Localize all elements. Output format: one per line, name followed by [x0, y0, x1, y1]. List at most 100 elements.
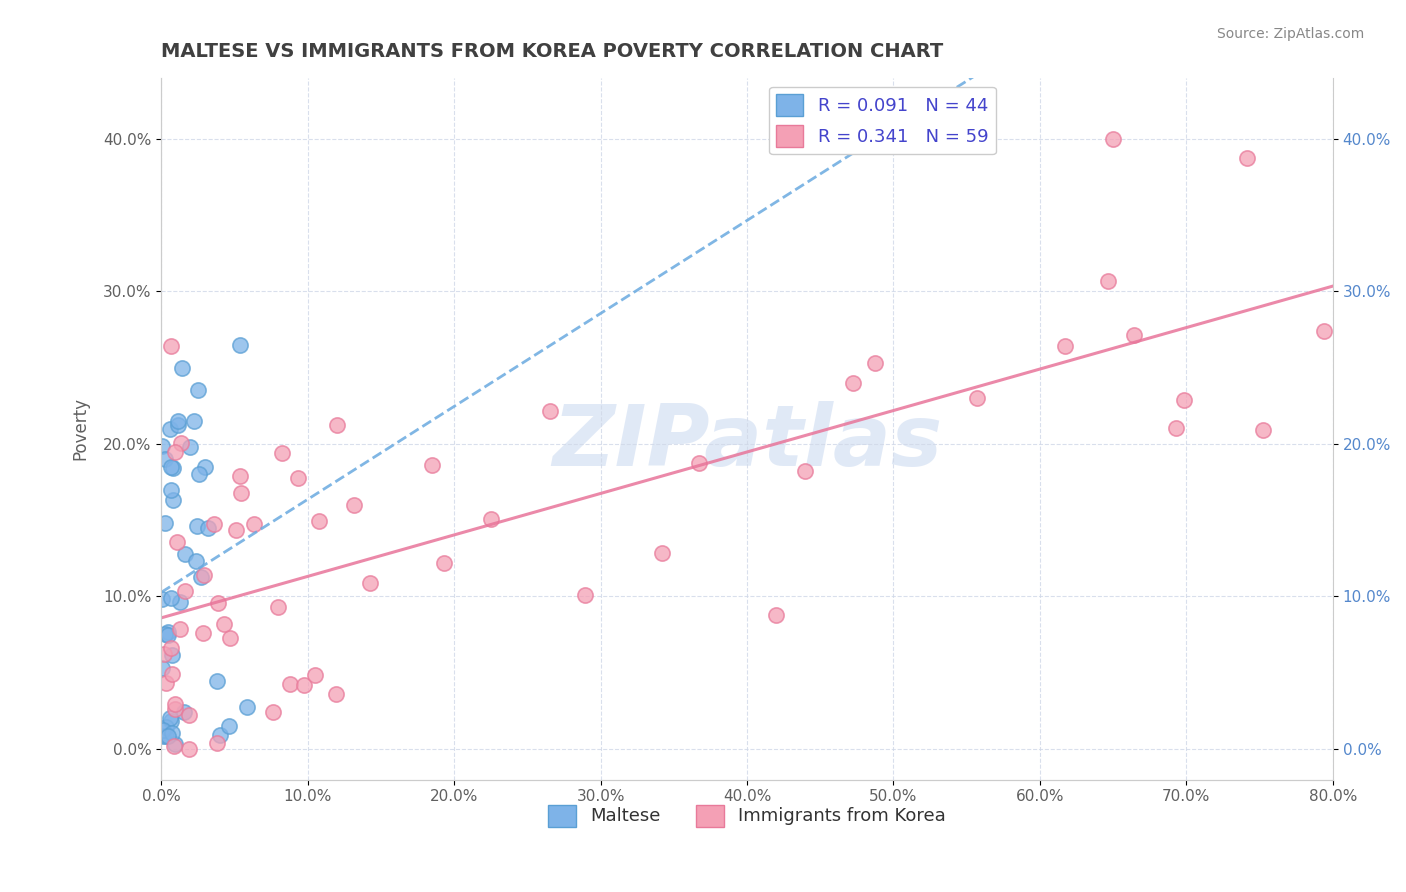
Immigrants from Korea [280, 677, 302, 691]
Maltese [209, 728, 232, 742]
Immigrants from Korea [166, 535, 188, 549]
Immigrants from Korea [1097, 274, 1119, 288]
Immigrants from Korea [177, 742, 200, 756]
Maltese [173, 705, 195, 719]
Maltese [160, 459, 183, 474]
Immigrants from Korea [308, 514, 330, 528]
Maltese [160, 726, 183, 740]
Maltese [155, 720, 177, 734]
Maltese [157, 729, 180, 743]
Immigrants from Korea [163, 739, 186, 754]
Immigrants from Korea [304, 668, 326, 682]
Immigrants from Korea [1102, 131, 1125, 145]
Immigrants from Korea [173, 584, 195, 599]
Immigrants from Korea [1251, 423, 1274, 437]
Immigrants from Korea [1164, 421, 1187, 435]
Maltese [170, 360, 193, 375]
Immigrants from Korea [479, 511, 502, 525]
Immigrants from Korea [574, 588, 596, 602]
Maltese [188, 467, 211, 482]
Maltese [150, 439, 173, 453]
Immigrants from Korea [169, 622, 191, 636]
Text: ZIPatlas: ZIPatlas [553, 401, 942, 484]
Maltese [160, 648, 183, 662]
Maltese [179, 440, 201, 454]
Maltese [159, 591, 181, 605]
Maltese [157, 628, 180, 642]
Maltese [197, 521, 219, 535]
Maltese [186, 519, 208, 533]
Immigrants from Korea [287, 471, 309, 485]
Maltese [166, 414, 188, 428]
Maltese [160, 483, 183, 497]
Immigrants from Korea [169, 436, 191, 450]
Immigrants from Korea [433, 556, 456, 570]
Immigrants from Korea [191, 625, 214, 640]
Immigrants from Korea [262, 705, 284, 719]
Maltese [163, 737, 186, 751]
Immigrants from Korea [267, 599, 290, 614]
Maltese [186, 554, 208, 568]
Immigrants from Korea [153, 647, 176, 661]
Maltese [162, 493, 184, 508]
Immigrants from Korea [229, 469, 252, 483]
Immigrants from Korea [794, 464, 817, 478]
Immigrants from Korea [271, 446, 294, 460]
Immigrants from Korea [207, 596, 229, 610]
Immigrants from Korea [765, 607, 787, 622]
Immigrants from Korea [1123, 328, 1146, 343]
Maltese [174, 547, 197, 561]
Maltese [194, 459, 217, 474]
Immigrants from Korea [326, 418, 349, 433]
Maltese [159, 711, 181, 725]
Immigrants from Korea [160, 640, 183, 655]
Immigrants from Korea [231, 485, 253, 500]
Maltese [157, 624, 180, 639]
Maltese [160, 714, 183, 729]
Maltese [169, 595, 191, 609]
Immigrants from Korea [163, 702, 186, 716]
Immigrants from Korea [155, 676, 177, 690]
Maltese [183, 414, 205, 428]
Maltese [218, 719, 240, 733]
Immigrants from Korea [179, 708, 201, 723]
Immigrants from Korea [1313, 324, 1336, 338]
Immigrants from Korea [359, 575, 381, 590]
Maltese [155, 729, 177, 743]
Immigrants from Korea [160, 339, 183, 353]
Maltese [153, 516, 176, 531]
Immigrants from Korea [343, 498, 366, 512]
Legend: Maltese, Immigrants from Korea: Maltese, Immigrants from Korea [541, 797, 953, 834]
Immigrants from Korea [1236, 152, 1258, 166]
Maltese [190, 570, 212, 584]
Text: MALTESE VS IMMIGRANTS FROM KOREA POVERTY CORRELATION CHART: MALTESE VS IMMIGRANTS FROM KOREA POVERTY… [162, 42, 943, 61]
Immigrants from Korea [160, 667, 183, 681]
Maltese [152, 723, 174, 737]
Immigrants from Korea [325, 687, 347, 701]
Maltese [167, 418, 190, 433]
Immigrants from Korea [651, 546, 673, 560]
Immigrants from Korea [202, 516, 225, 531]
Immigrants from Korea [688, 456, 710, 470]
Immigrants from Korea [865, 356, 887, 370]
Immigrants from Korea [205, 736, 228, 750]
Maltese [229, 337, 252, 351]
Maltese [152, 661, 174, 675]
Maltese [236, 700, 259, 714]
Immigrants from Korea [966, 391, 988, 405]
Immigrants from Korea [243, 517, 266, 532]
Immigrants from Korea [193, 568, 215, 582]
Immigrants from Korea [212, 616, 235, 631]
Immigrants from Korea [163, 697, 186, 711]
Immigrants from Korea [1053, 339, 1076, 353]
Immigrants from Korea [842, 376, 865, 390]
Maltese [186, 384, 208, 398]
Immigrants from Korea [218, 632, 240, 646]
Text: Source: ZipAtlas.com: Source: ZipAtlas.com [1216, 27, 1364, 41]
Immigrants from Korea [538, 404, 561, 418]
Maltese [152, 730, 174, 744]
Maltese [150, 592, 173, 607]
Immigrants from Korea [163, 445, 186, 459]
Maltese [207, 673, 229, 688]
Maltese [159, 421, 181, 435]
